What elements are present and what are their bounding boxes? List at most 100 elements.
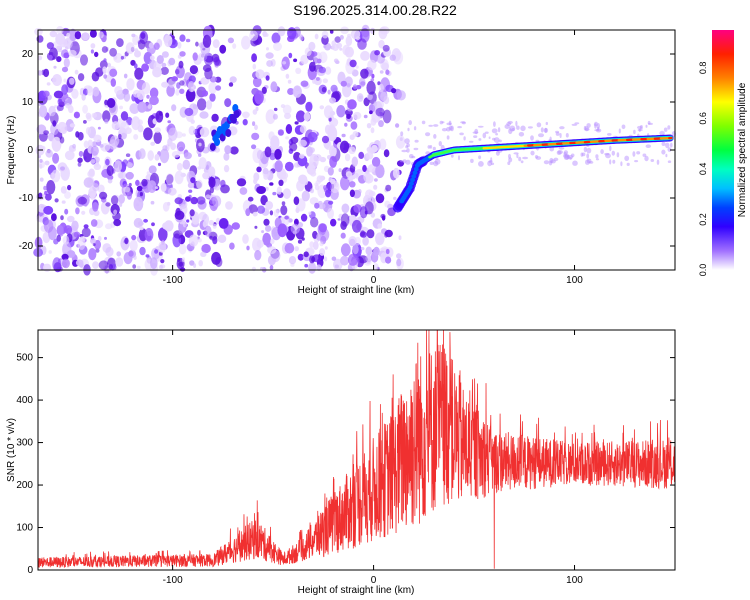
spectrogram-noise-blob — [60, 166, 65, 171]
spectrogram-noise-blob — [473, 135, 478, 139]
spectrogram-noise-blob — [83, 120, 87, 124]
spectrogram-noise-blob — [202, 34, 212, 48]
spectrogram-noise-blob — [150, 257, 158, 270]
spectrogram-noise-blob — [340, 80, 347, 87]
spectrogram-noise-blob — [378, 27, 388, 40]
spectrogram-noise-blob — [58, 101, 65, 108]
spectrogram-noise-blob — [150, 141, 156, 146]
spectrogram-noise-blob — [161, 51, 169, 58]
spectrogram-noise-blob — [448, 125, 453, 131]
spectrogram-noise-blob — [331, 256, 337, 261]
signal-band-blob — [214, 138, 221, 147]
spectrogram-noise-blob — [251, 144, 257, 150]
spectrogram-noise-blob — [134, 67, 144, 80]
spectrogram-noise-blob — [224, 98, 232, 108]
spectrogram-noise-blob — [189, 209, 195, 217]
spectrogram-noise-blob — [116, 251, 121, 257]
spectrogram-noise-blob — [171, 76, 178, 82]
spectrogram-noise-blob — [373, 184, 378, 190]
spectrogram-noise-blob — [377, 81, 381, 86]
spectrogram-noise-blob — [572, 160, 578, 166]
spectrogram-noise-blob — [95, 67, 104, 77]
spectrogram-noise-blob — [373, 246, 380, 256]
spectrogram-noise-blob — [83, 177, 94, 188]
spectrogram-noise-blob — [104, 118, 109, 124]
spectrogram-noise-blob — [109, 47, 117, 57]
spectrogram-noise-blob — [329, 155, 337, 168]
spectrogram-noise-blob — [363, 114, 368, 119]
spectrogram-noise-blob — [319, 105, 325, 110]
spectrogram-noise-blob — [208, 176, 216, 188]
spectrogram-noise-blob — [508, 157, 513, 163]
spectrogram-noise-blob — [101, 46, 108, 53]
spectrogram-noise-blob — [421, 120, 426, 125]
spectrogram-noise-blob — [330, 84, 338, 93]
spectrogram-noise-blob — [236, 178, 247, 187]
spectrogram-noise-blob — [284, 215, 289, 220]
spectrogram-noise-blob — [315, 180, 321, 185]
spectrogram-noise-blob — [396, 253, 402, 259]
spectrogram-ytick-label: -10 — [19, 193, 34, 204]
spectrogram-noise-blob — [355, 36, 361, 41]
spectrogram-noise-blob — [254, 250, 262, 261]
snr-ytick-label: 200 — [16, 480, 33, 491]
spectrogram-noise-blob — [160, 66, 169, 75]
spectrogram-noise-blob — [288, 52, 293, 59]
spectrogram-noise-blob — [398, 235, 402, 240]
spectrogram-ytick-label: 20 — [22, 49, 34, 60]
spectrogram-noise-blob — [114, 160, 122, 173]
spectrogram-noise-blob — [113, 209, 118, 215]
spectrogram-noise-blob — [297, 239, 303, 244]
spectrogram-noise-blob — [308, 211, 312, 215]
spectrogram-noise-blob — [278, 179, 284, 186]
spectrogram-noise-blob — [508, 128, 513, 135]
snr-ytick-label: 500 — [16, 353, 33, 364]
spectrogram-noise-blob — [459, 132, 464, 136]
spectrogram-noise-blob — [272, 113, 278, 120]
spectrogram-noise-blob — [665, 153, 668, 158]
spectrogram-noise-blob — [401, 149, 408, 153]
spectrogram-noise-blob — [197, 238, 202, 243]
spectrogram-noise-blob — [208, 219, 214, 226]
spectrogram-noise-blob — [95, 248, 100, 253]
spectrogram-noise-blob — [497, 127, 501, 133]
spectrogram-noise-blob — [193, 263, 197, 268]
spectrogram-noise-blob — [305, 101, 313, 112]
spectrogram-noise-blob — [284, 112, 291, 120]
spectrogram-noise-blob — [375, 232, 385, 246]
spectrogram-noise-blob — [81, 227, 91, 238]
spectrogram-noise-blob — [67, 184, 72, 191]
spectrogram-noise-blob — [125, 153, 131, 157]
snr-xlabel: Height of straight line (km) — [298, 585, 415, 596]
colorbar-gradient — [712, 30, 734, 270]
spectrogram-noise-blob — [171, 104, 177, 112]
spectrogram-noise-blob — [363, 97, 370, 107]
spectrogram-noise-blob — [212, 39, 220, 49]
spectrogram-noise-blob — [370, 212, 376, 218]
spectrogram-noise-blob — [109, 68, 118, 78]
spectrogram-noise-blob — [129, 239, 138, 252]
spectrogram-noise-blob — [133, 255, 137, 260]
spectrogram-noise-blob — [64, 150, 75, 161]
spectrogram-noise-blob — [474, 128, 479, 135]
spectrogram-noise-blob — [196, 179, 203, 189]
spectrogram-noise-blob — [85, 126, 92, 135]
spectrogram-noise-blob — [86, 115, 92, 122]
spectrogram-noise-blob — [105, 202, 111, 207]
spectrogram-noise-blob — [196, 196, 206, 205]
spectrogram-noise-blob — [92, 243, 96, 247]
spectrogram-noise-blob — [49, 30, 58, 38]
spectrogram-noise-blob — [413, 126, 417, 131]
spectrogram-noise-blob — [71, 220, 79, 231]
spectrogram-noise-blob — [380, 213, 386, 219]
spectrogram-noise-blob — [198, 157, 207, 170]
spectrogram-noise-blob — [491, 128, 498, 134]
spectrogram-noise-blob — [429, 161, 434, 165]
spectrogram-noise-blob — [331, 43, 340, 51]
spectrogram-noise-blob — [335, 60, 340, 64]
spectrogram-noise-blob — [382, 109, 392, 124]
spectrogram-noise-blob — [63, 78, 67, 83]
spectrogram-noise-blob — [151, 222, 155, 227]
spectrogram-noise-blob — [306, 164, 316, 175]
spectrogram-noise-blob — [102, 66, 107, 74]
